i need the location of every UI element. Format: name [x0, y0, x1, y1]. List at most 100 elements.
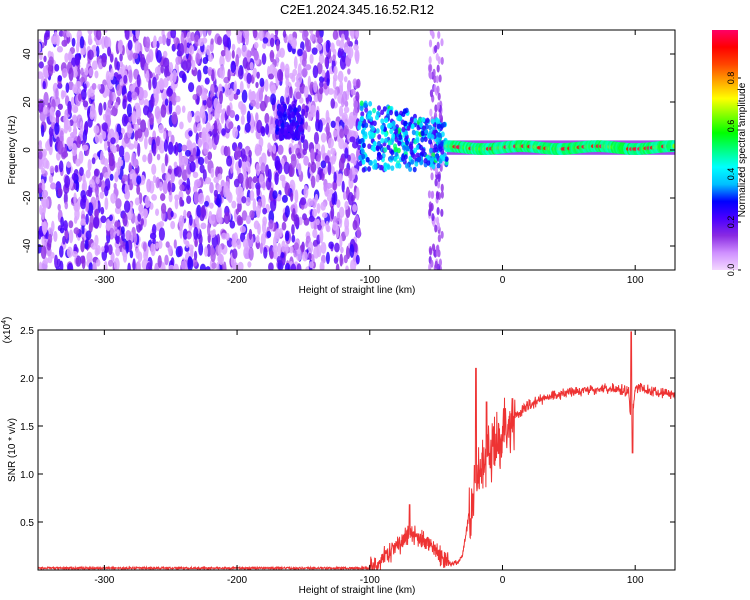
spectrogram-cell: [292, 207, 296, 219]
spectrogram-cell: [405, 145, 410, 152]
spectrogram-cell: [428, 138, 433, 145]
spectrogram-cell: [260, 162, 266, 174]
spectrogram-cell: [95, 183, 99, 198]
spectrogram-cell: [162, 50, 168, 58]
x-tick-label: -100: [360, 275, 380, 286]
spectrogram-cell: [137, 143, 141, 157]
spectrogram-cell: [41, 235, 45, 246]
spectrogram-cell: [352, 219, 358, 231]
spectrogram-cell: [213, 120, 218, 135]
spectrogram-cell: [301, 57, 307, 67]
spectrogram-cell: [174, 194, 180, 201]
spectrogram-cell: [234, 114, 240, 122]
spectrogram-cell: [171, 91, 177, 106]
spectrogram-cell: [56, 45, 64, 53]
spectrogram-cell: [123, 151, 131, 163]
spectrogram-cell: [219, 65, 225, 79]
spectrogram-cell: [279, 95, 285, 106]
spectrogram-cell: [292, 68, 298, 77]
y-tick-label: 40: [22, 48, 33, 60]
spectrogram-cell: [152, 175, 157, 184]
spectrogram-cell: [122, 250, 128, 263]
spectrogram-cell: [257, 223, 261, 235]
spectrogram-cell: [252, 30, 258, 39]
spectrogram-cell: [435, 191, 440, 200]
spectrogram-cell: [95, 244, 101, 255]
spectrogram-cell: [435, 75, 439, 84]
spectrogram-cell: [231, 43, 236, 51]
spectrogram-cell: [125, 240, 129, 254]
spectrogram-cell: [349, 117, 354, 129]
spectrogram-cell: [413, 117, 418, 124]
spectrogram-cell: [206, 222, 211, 237]
spectrogram-cell: [259, 77, 265, 88]
spectrogram-cell: [247, 261, 252, 268]
spectrogram-cell: [231, 49, 235, 59]
spectrogram-cell: [367, 130, 372, 137]
spectrogram-cell: [356, 78, 361, 89]
spectrogram-cell: [430, 118, 435, 125]
spectrogram-cell: [89, 104, 96, 118]
spectrogram-cell: [433, 75, 437, 84]
spectrogram-cell: [256, 234, 260, 244]
spectrogram-cell: [100, 246, 105, 253]
spectrogram-cell: [309, 104, 316, 118]
spectrogram-cell: [76, 135, 82, 149]
spectrogram-cell: [303, 85, 309, 98]
spectrogram-cell: [258, 173, 264, 186]
spectrogram-cell: [209, 182, 214, 194]
y-tick-label: 2.0: [20, 374, 34, 385]
spectrogram-cell: [207, 111, 212, 122]
spectrogram-cell: [88, 262, 93, 270]
spectrogram-cell: [367, 166, 372, 172]
spectrogram-cell: [194, 110, 201, 123]
spectrogram-cell: [339, 128, 345, 139]
spectrogram-cell: [360, 137, 365, 144]
spectrogram-cell: [361, 159, 366, 165]
spectrogram-cell: [202, 30, 207, 39]
spectrogram-cell: [194, 239, 198, 248]
colorbar-tick-label: 0.6: [726, 120, 736, 133]
spectrogram-cell: [128, 69, 133, 84]
spectrogram-cell: [179, 184, 185, 192]
spectrogram-cell: [109, 90, 113, 105]
spectrogram-cell: [333, 171, 337, 184]
spectrogram-cell: [284, 243, 289, 254]
spectrogram-cell: [217, 166, 223, 176]
spectrogram-cell: [51, 220, 55, 233]
spectrogram-cell: [284, 85, 290, 98]
spectrogram-cell: [435, 153, 440, 159]
spectrogram-cell: [394, 128, 399, 135]
spectrogram-cell: [107, 244, 113, 255]
spectrogram-cell: [435, 137, 440, 143]
spectrogram-cell: [320, 241, 327, 254]
snr-panel: -300 -200 -100 0 100 0.5 1.0 1.5 2.0 2.5 (x104) H…: [1, 317, 676, 596]
y-tick-label: 20: [22, 96, 33, 108]
spectrogram-cell: [320, 201, 326, 211]
spectrogram-cell: [285, 77, 290, 88]
spectrogram-cell: [54, 254, 59, 269]
spectrogram-cell: [383, 147, 388, 153]
spectrogram-cell: [377, 105, 382, 111]
spectrogram-cell: [268, 219, 274, 230]
spectrogram-cell: [181, 73, 187, 83]
spectrogram-cell: [213, 189, 219, 198]
spectrogram-cell: [206, 96, 213, 109]
spectrogram-cell: [143, 248, 149, 262]
spectrogram-cell: [429, 30, 434, 36]
spectrogram-cell: [358, 160, 363, 167]
spectrogram-cell: [434, 260, 438, 269]
spectrogram-cell: [173, 239, 177, 249]
spectrogram-cell: [361, 129, 366, 135]
spectrogram-cell: [68, 51, 72, 63]
spectrogram-cell: [253, 50, 259, 61]
spectrogram-cell: [240, 232, 246, 243]
spectrogram-cell: [219, 54, 225, 68]
spectrogram-cell: [208, 53, 214, 63]
spectrogram-cell: [196, 85, 203, 97]
y-tick-label: -40: [22, 238, 33, 253]
spectrogram-cell: [251, 180, 255, 190]
spectrogram-cell: [183, 39, 188, 54]
spectrogram-cell: [104, 185, 109, 197]
spectrogram-cell: [73, 192, 77, 206]
